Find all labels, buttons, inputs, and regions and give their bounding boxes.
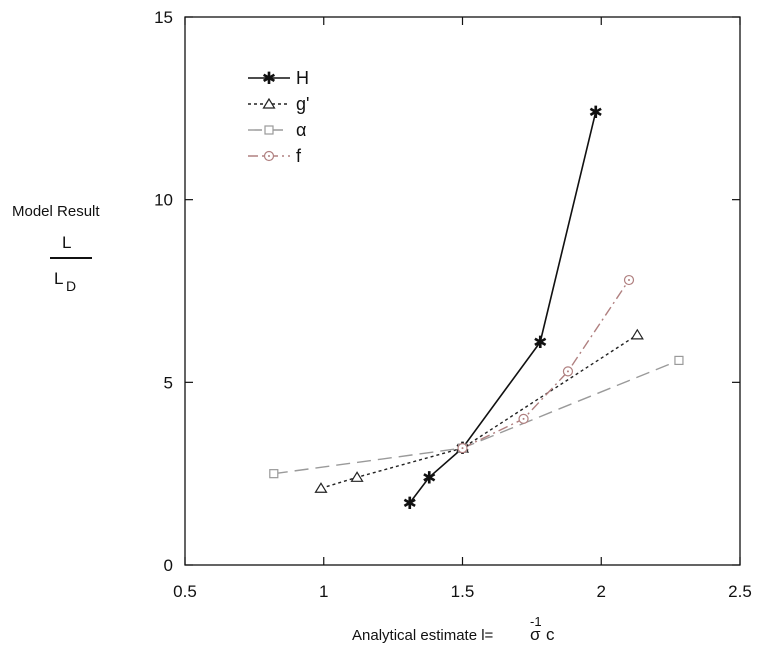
x-axis-formula-exponent: -1 [530,614,542,629]
legend-marker-3 [264,125,274,135]
legend-marker-2 [262,97,276,109]
data-point-series-1: ✱ [589,103,603,123]
y-axis-denominator-sub: D [66,278,76,294]
data-point-series-3 [674,355,684,366]
data-point-series-1: ✱ [403,494,417,514]
y-tick-label: 5 [164,373,173,392]
x-tick-label: 1 [319,582,328,601]
y-tick-label: 10 [154,191,173,210]
x-axis-formula-c: c [546,625,555,644]
y-axis-title: Model Result [12,203,100,220]
y-axis-denominator: L [54,269,63,288]
data-point-series-3 [269,469,279,479]
y-axis-numerator: L [62,233,71,252]
x-axis-label: Analytical estimate l= [352,627,494,644]
axis-ticks: 0.5 1 1.5 2 2.5 0 5 10 15 [154,8,752,601]
series-markers: ✱✱✱✱✱ [269,103,684,514]
series-lines [273,111,680,504]
legend-marker-4-dot [268,155,270,157]
data-point-series-2 [350,471,364,482]
data-point-series-1: ✱ [422,468,436,488]
x-tick-label: 1.5 [451,582,475,601]
y-tick-label: 15 [154,8,173,27]
legend-marker-1: ✱ [262,69,276,89]
series-line-1 [409,111,597,504]
x-axis-formula-sigma: σ [530,625,541,644]
series-line-4 [462,279,630,449]
legend-label-2: g' [296,94,309,114]
y-tick-label: 0 [164,556,173,575]
legend-label-1: H [296,68,309,88]
data-point-series-4-dot [461,447,464,450]
series-line-2 [320,334,638,489]
data-point-series-2 [314,482,328,493]
x-tick-label: 0.5 [173,582,197,601]
x-tick-label: 2 [597,582,606,601]
legend: ✱ Hg' αf [248,68,309,166]
series-line-3 [273,359,680,475]
data-point-series-2 [630,328,644,340]
data-point-series-1: ✱ [533,333,547,353]
legend-label-4: f [296,146,302,166]
x-tick-label: 2.5 [728,582,752,601]
data-point-series-4-dot [566,370,569,373]
data-point-series-4-dot [522,417,525,420]
legend-label-3: α [296,120,306,140]
data-point-series-4-dot [628,279,630,282]
